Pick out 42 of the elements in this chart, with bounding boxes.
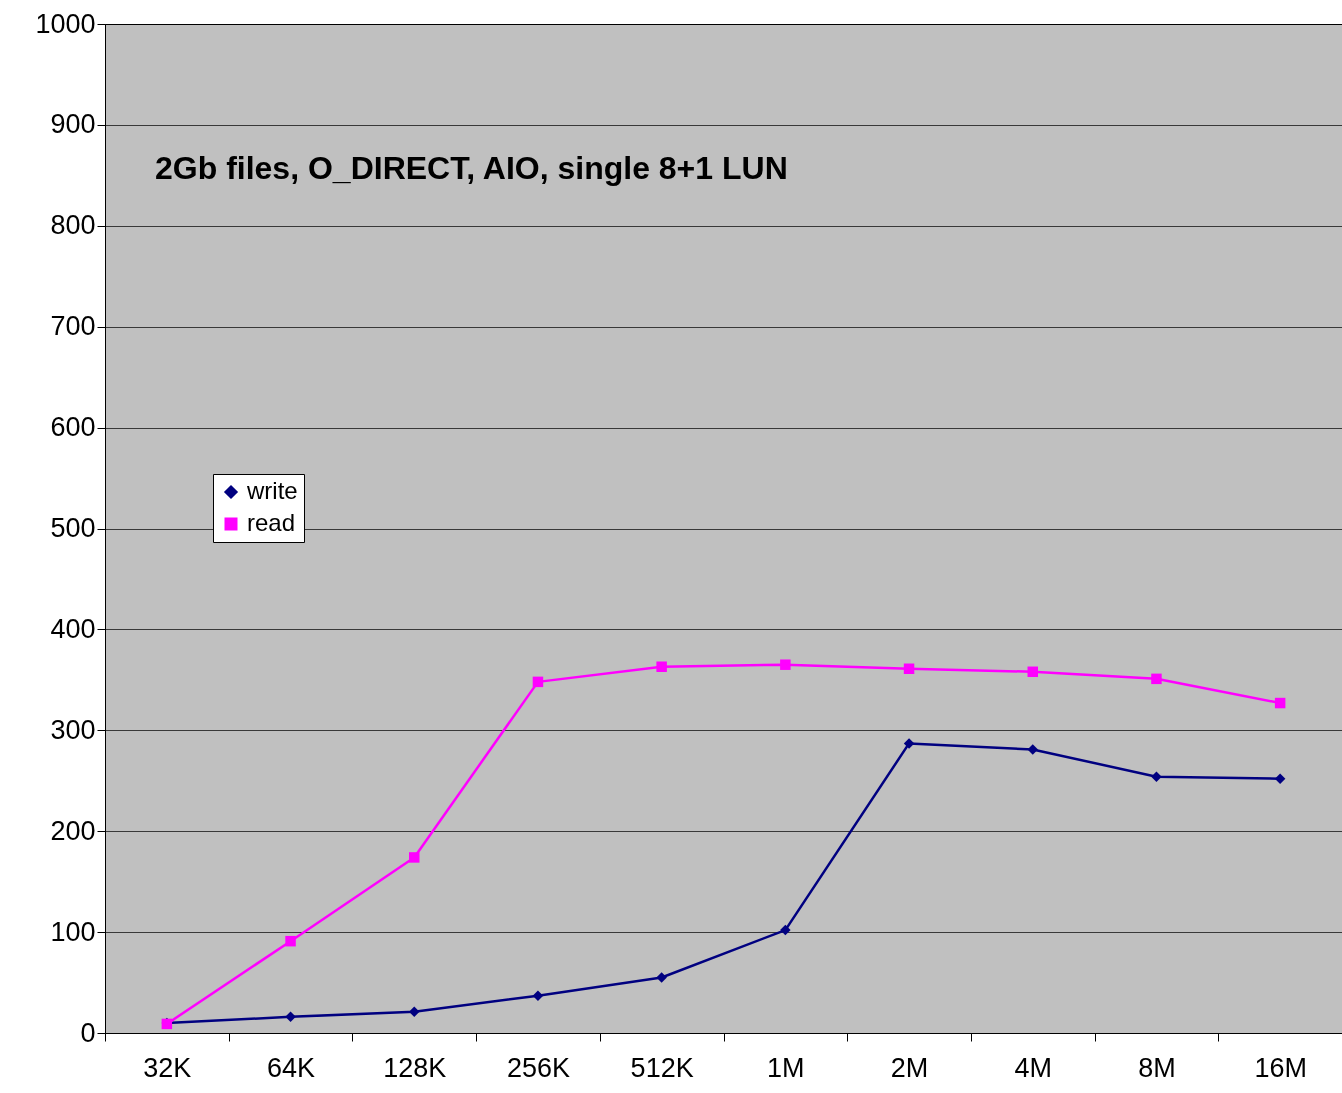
point [285, 1011, 296, 1023]
x-tick-label: 128K [383, 1052, 447, 1083]
x-tick-label: 64K [267, 1052, 316, 1083]
point [903, 663, 915, 674]
y-tick-label: 0 [80, 1017, 96, 1048]
point [1027, 666, 1038, 678]
point [903, 738, 915, 749]
x-tick-label: 512K [630, 1052, 694, 1083]
y-tick-label: 300 [50, 714, 96, 745]
point [1274, 773, 1286, 784]
point [1027, 744, 1038, 755]
legend-label: read [247, 509, 296, 536]
annotation: 2Gb files, O_DIRECT, AIO, single 8+1 LUN [155, 150, 788, 186]
x-tick-label: 32K [143, 1052, 192, 1083]
y-tick-label: 400 [50, 613, 96, 644]
point [532, 990, 544, 1001]
legend-label: write [246, 477, 298, 504]
y-tick-label: 100 [50, 916, 96, 947]
point [1274, 697, 1286, 709]
point [780, 924, 791, 936]
point [780, 659, 791, 670]
y-tick-label: 200 [50, 815, 96, 846]
x-tick-label: 2M [890, 1052, 929, 1083]
point [532, 676, 544, 688]
x-tick-label: 16M [1254, 1052, 1307, 1083]
point [656, 661, 667, 672]
y-tick-label: 500 [50, 513, 96, 543]
point [409, 852, 420, 863]
y-tick-label: 1000 [35, 8, 96, 39]
x-tick-label: 1M [767, 1052, 805, 1083]
point [285, 935, 296, 947]
y-tick-label: 900 [50, 109, 96, 140]
point [656, 972, 667, 983]
y-tick-label: 800 [50, 210, 96, 241]
y-tick-label: 600 [50, 412, 96, 443]
x-tick-label: 8M [1138, 1052, 1176, 1083]
point [1151, 771, 1162, 782]
x-tick-label: 4M [1014, 1052, 1053, 1083]
point [1151, 673, 1162, 685]
y-tick-label: 700 [50, 311, 96, 342]
point [409, 1006, 420, 1018]
x-tick-label: 256K [506, 1052, 570, 1083]
